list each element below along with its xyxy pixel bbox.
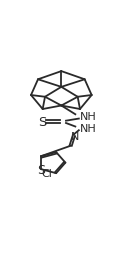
Text: NH: NH bbox=[80, 112, 97, 121]
Text: NH: NH bbox=[80, 123, 97, 133]
Text: S: S bbox=[37, 163, 45, 176]
Text: S: S bbox=[38, 116, 47, 129]
Text: N: N bbox=[71, 132, 79, 142]
Text: Cl: Cl bbox=[41, 168, 52, 179]
